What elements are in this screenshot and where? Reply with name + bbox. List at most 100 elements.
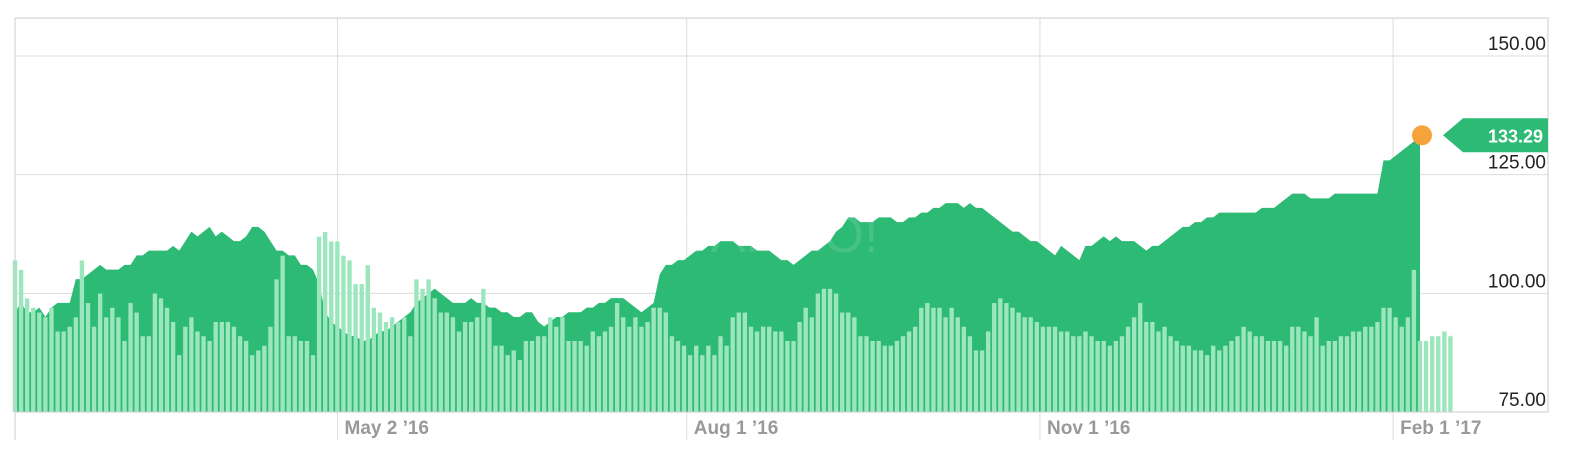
volume-bar [377, 312, 383, 412]
volume-bar [803, 307, 808, 412]
volume-bar [833, 293, 839, 412]
volume-bar [462, 322, 468, 412]
volume-bar [225, 322, 231, 412]
volume-bar [998, 298, 1003, 412]
volume-bar [335, 241, 340, 412]
volume-bar [1381, 307, 1386, 412]
volume-bar [383, 322, 389, 412]
volume-bar [1375, 322, 1380, 412]
volume-bar [116, 317, 121, 412]
volume-bar [164, 307, 170, 412]
volume-bar [1174, 340, 1179, 412]
volume-bar [791, 340, 796, 412]
volume-bar [584, 345, 589, 412]
volume-bar [967, 336, 973, 412]
volume-bar [450, 317, 456, 412]
volume-bar [1071, 336, 1076, 412]
volume-bar [931, 307, 936, 412]
x-tick-label: Feb 1 ’17 [1400, 418, 1481, 439]
volume-bar [408, 336, 413, 412]
last-price-indicator: 133.29 [1412, 118, 1548, 153]
volume-bar [213, 322, 218, 412]
volume-bar [456, 331, 462, 412]
volume-bar [1357, 331, 1362, 412]
volume-bar [767, 326, 772, 412]
watermark: YAHOO! [680, 206, 878, 264]
volume-bar [876, 340, 881, 412]
volume-bar [487, 317, 492, 412]
volume-bar [280, 255, 285, 412]
volume-bar [1290, 326, 1295, 412]
volume-bar [985, 331, 991, 412]
volume-bar [651, 307, 656, 412]
volume-bar [706, 345, 711, 412]
volume-bar [1077, 336, 1082, 412]
volume-bar [840, 312, 845, 412]
volume-bar [292, 336, 297, 412]
watermark-text: YAHOO! [680, 206, 878, 264]
volume-bar [1253, 336, 1258, 412]
volume-bar [1271, 340, 1277, 412]
volume-bar [310, 355, 316, 412]
volume-bar [1350, 331, 1356, 412]
volume-bar [894, 340, 900, 412]
volume-bar [189, 317, 194, 412]
volume-bar [779, 331, 784, 412]
volume-bar [1338, 336, 1344, 412]
volume-bar [158, 298, 164, 412]
volume-bar [955, 317, 960, 412]
volume-bar [827, 288, 833, 412]
volume-bar [1405, 317, 1411, 412]
x-tick-label: May 2 ’16 [345, 418, 430, 439]
volume-bar [140, 336, 145, 412]
volume-bar [681, 345, 687, 412]
volume-bar [657, 307, 662, 412]
volume-bar [645, 322, 650, 412]
volume-bar [468, 322, 474, 412]
y-tick-label: 125.00 [1488, 153, 1546, 174]
volume-bar [389, 317, 395, 412]
volume-bar [1089, 336, 1094, 412]
volume-bar [73, 317, 78, 412]
volume-bar [760, 326, 766, 412]
volume-bar [237, 336, 243, 412]
volume-bar [1010, 307, 1015, 412]
volume-bar [353, 284, 358, 412]
volume-bar [1125, 326, 1131, 412]
volume-bar [1119, 336, 1125, 412]
volume-bar [858, 336, 863, 412]
volume-bar [493, 345, 498, 412]
volume-bar [49, 307, 54, 412]
y-tick-label: 75.00 [1498, 390, 1546, 411]
volume-bar [517, 359, 523, 412]
volume-bar [614, 303, 620, 412]
volume-bar [1229, 340, 1234, 412]
volume-bar [846, 312, 851, 412]
last-price-marker [1412, 125, 1432, 146]
volume-bar [323, 232, 328, 412]
volume-bar [639, 326, 644, 412]
volume-bar [797, 322, 802, 412]
volume-bar [79, 260, 85, 412]
volume-bar [560, 317, 565, 412]
volume-bar [262, 345, 267, 412]
volume-bar [1411, 269, 1417, 412]
volume-bar [420, 288, 425, 412]
last-price-flag [1443, 118, 1548, 153]
volume-bar [785, 340, 790, 412]
volume-bar [1150, 322, 1155, 412]
volume-bar [1314, 317, 1319, 412]
volume-bar [1028, 317, 1033, 412]
volume-bar [773, 331, 778, 412]
volume-bar [1363, 326, 1368, 412]
volume-bar [541, 336, 547, 412]
volume-bar [371, 307, 377, 412]
volume-bar [882, 345, 887, 412]
volume-bar [687, 355, 693, 412]
y-tick-label: 150.00 [1488, 34, 1546, 55]
volume-bar [1083, 331, 1088, 412]
volume-bar [1417, 340, 1423, 412]
volume-bar [438, 312, 443, 412]
volume-bar [1369, 326, 1374, 412]
volume-bar [298, 340, 304, 412]
